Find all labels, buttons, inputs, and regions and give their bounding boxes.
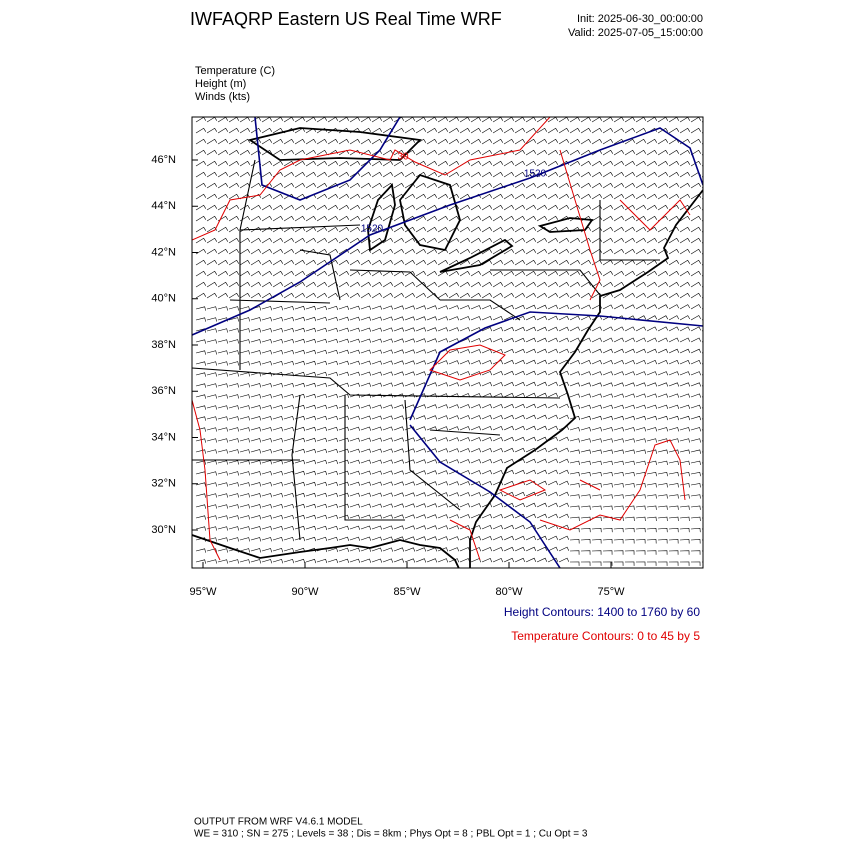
contour-label: 1520	[361, 224, 384, 235]
temp-contour-note: Temperature Contours: 0 to 45 by 5	[511, 629, 700, 643]
height-contour	[254, 117, 401, 201]
lat-label: 34°N	[151, 431, 176, 443]
footer-model: OUTPUT FROM WRF V4.6.1 MODEL	[194, 817, 363, 828]
footer-settings: WE = 310 ; SN = 275 ; Levels = 38 ; Dis …	[194, 829, 588, 840]
lat-label: 36°N	[151, 385, 176, 397]
lon-label: 85°W	[393, 586, 421, 598]
field-label: Temperature (C)	[195, 65, 275, 77]
lon-label: 80°W	[495, 586, 523, 598]
valid-time: Valid: 2025-07-05_15:00:00	[568, 27, 703, 39]
state-lines	[192, 159, 660, 541]
temp-contour	[449, 439, 686, 561]
coastline	[192, 189, 703, 568]
init-time: Init: 2025-06-30_00:00:00	[577, 13, 703, 25]
temp-contour	[192, 344, 506, 561]
lat-label: 44°N	[151, 200, 176, 212]
contour-label: 30	[397, 152, 409, 163]
contour-label: 1520	[524, 169, 547, 180]
field-label: Winds (kts)	[195, 91, 250, 103]
lat-label: 32°N	[151, 478, 176, 490]
temp-contour	[559, 149, 691, 301]
height-contour	[192, 127, 703, 336]
lat-label: 38°N	[151, 339, 176, 351]
lon-label: 95°W	[189, 586, 217, 598]
map: 1520 1520 30	[192, 117, 703, 568]
lon-label: 90°W	[291, 586, 319, 598]
height-contour	[409, 311, 703, 421]
title: IWFAQRP Eastern US Real Time WRF	[190, 9, 502, 29]
map-axes: 46°N 44°N 42°N 40°N 38°N 36°N 34°N 32°N 30°N 95°W…	[151, 154, 625, 598]
field-label: Height (m)	[195, 78, 246, 90]
lat-label: 30°N	[151, 524, 176, 536]
height-contour-note: Height Contours: 1400 to 1760 by 60	[504, 605, 700, 619]
lon-label: 75°W	[597, 586, 625, 598]
great-lakes	[247, 127, 594, 273]
lat-label: 40°N	[151, 293, 176, 305]
lat-label: 46°N	[151, 154, 176, 166]
height-contour	[409, 424, 561, 568]
map-frame	[191, 116, 704, 569]
lat-label: 42°N	[151, 246, 176, 258]
temp-contour	[192, 117, 551, 241]
